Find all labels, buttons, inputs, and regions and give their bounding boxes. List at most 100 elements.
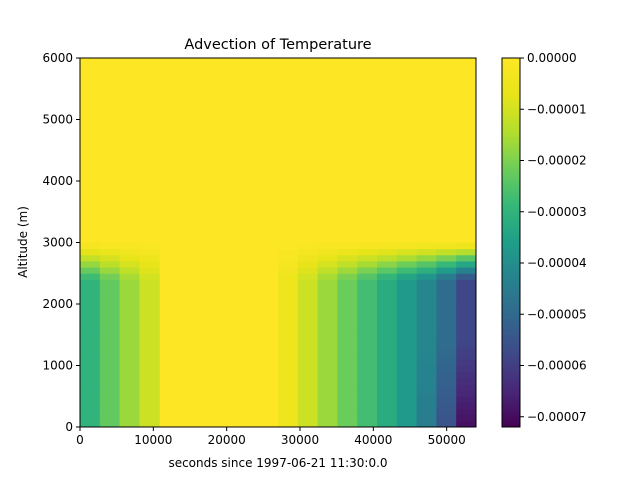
heatmap-cell	[278, 396, 299, 403]
heatmap-cell	[416, 377, 437, 385]
heatmap-cell	[297, 322, 319, 330]
heatmap-cell	[139, 248, 160, 256]
heatmap-cell	[119, 242, 140, 250]
heatmap-cell	[80, 254, 101, 262]
heatmap-cell	[317, 383, 338, 391]
x-tick-label: 30000	[281, 433, 319, 447]
heatmap-cell	[357, 383, 378, 391]
heatmap-cell	[80, 322, 101, 330]
heatmap-cell	[99, 402, 121, 410]
heatmap-cell	[436, 414, 457, 422]
heatmap-cell	[119, 334, 140, 342]
heatmap-cell	[317, 260, 338, 268]
heatmap-cell	[119, 353, 140, 360]
heatmap-cell	[317, 414, 338, 422]
heatmap-cell	[456, 260, 477, 268]
heatmap-cell	[80, 279, 101, 287]
heatmap-cell	[337, 267, 358, 274]
heatmap-cell	[119, 267, 140, 274]
heatmap-cell	[297, 414, 319, 422]
heatmap-cell	[99, 260, 121, 268]
heatmap-cell	[297, 316, 319, 323]
heatmap-cell	[80, 371, 101, 379]
heatmap-cell	[80, 273, 101, 280]
heatmap-cell	[337, 310, 358, 317]
heatmap-cell	[297, 340, 319, 348]
heatmap-cell	[139, 353, 160, 360]
heatmap-cell	[396, 353, 418, 360]
heatmap-cell	[357, 316, 378, 323]
y-tick-label: 5000	[42, 113, 73, 127]
heatmap-cell	[377, 408, 398, 416]
y-tick-label: 2000	[42, 297, 73, 311]
heatmap-cell	[416, 310, 437, 317]
heatmap-cell	[456, 285, 477, 293]
heatmap-cell	[436, 254, 457, 262]
heatmap-cell	[456, 402, 477, 410]
heatmap-cell	[80, 297, 101, 305]
heatmap-cell	[357, 371, 378, 379]
heatmap-cell	[278, 402, 299, 410]
heatmap-cell	[99, 353, 121, 360]
heatmap-cell	[436, 322, 457, 330]
y-axis-label: Altitude (m)	[16, 206, 30, 278]
heatmap-cell	[139, 396, 160, 403]
heatmap-cell	[416, 420, 437, 428]
heatmap-cell	[396, 420, 418, 428]
heatmap-cell	[278, 248, 299, 256]
heatmap-cell	[456, 396, 477, 403]
heatmap-cell	[317, 420, 338, 428]
heatmap-cell	[297, 390, 319, 397]
heatmap-cell	[139, 242, 160, 250]
heatmap-cell	[99, 408, 121, 416]
heatmap-cell	[278, 310, 299, 317]
heatmap-cell	[357, 248, 378, 256]
heatmap-cell	[119, 402, 140, 410]
heatmap-cell	[396, 322, 418, 330]
heatmap-cell	[337, 304, 358, 311]
chart-title: Advection of Temperature	[184, 37, 371, 53]
heatmap-cell	[456, 334, 477, 342]
heatmap-cell	[416, 304, 437, 311]
heatmap-cell	[337, 377, 358, 385]
heatmap-cell	[80, 242, 101, 250]
heatmap-cell	[139, 291, 160, 299]
x-tick-label: 40000	[354, 433, 392, 447]
heatmap-cell	[456, 340, 477, 348]
heatmap-cell	[456, 371, 477, 379]
colorbar-tick-label: −0.00003	[527, 205, 587, 219]
heatmap-cell	[80, 402, 101, 410]
heatmap-cell	[456, 273, 477, 280]
heatmap-cell	[278, 322, 299, 330]
colorbar-tick-label: −0.00007	[527, 410, 587, 424]
heatmap-cell	[99, 414, 121, 422]
heatmap-cell	[80, 304, 101, 311]
x-axis-label: seconds since 1997-06-21 11:30:0.0	[168, 456, 387, 470]
heatmap-cell	[80, 291, 101, 299]
colorbar-tick-label: −0.00001	[527, 102, 587, 116]
heatmap	[80, 58, 477, 428]
heatmap-cell	[396, 383, 418, 391]
heatmap-cell	[337, 260, 358, 268]
heatmap-cell	[119, 328, 140, 336]
heatmap-cell	[139, 260, 160, 268]
heatmap-cell	[377, 316, 398, 323]
colorbar	[501, 57, 521, 428]
heatmap-cell	[396, 242, 418, 250]
heatmap-cell	[357, 310, 378, 317]
heatmap-cell	[337, 408, 358, 416]
heatmap-cell	[297, 304, 319, 311]
heatmap-cell	[357, 304, 378, 311]
heatmap-cell	[99, 340, 121, 348]
heatmap-cell	[99, 273, 121, 280]
x-tick-label: 50000	[428, 433, 466, 447]
heatmap-cell	[297, 248, 319, 256]
heatmap-cell	[317, 328, 338, 336]
heatmap-cell	[139, 383, 160, 391]
heatmap-cell	[317, 402, 338, 410]
heatmap-cell	[278, 365, 299, 373]
heatmap-cell	[377, 248, 398, 256]
heatmap-cell	[119, 383, 140, 391]
heatmap-cell	[357, 390, 378, 397]
heatmap-cell	[278, 254, 299, 262]
